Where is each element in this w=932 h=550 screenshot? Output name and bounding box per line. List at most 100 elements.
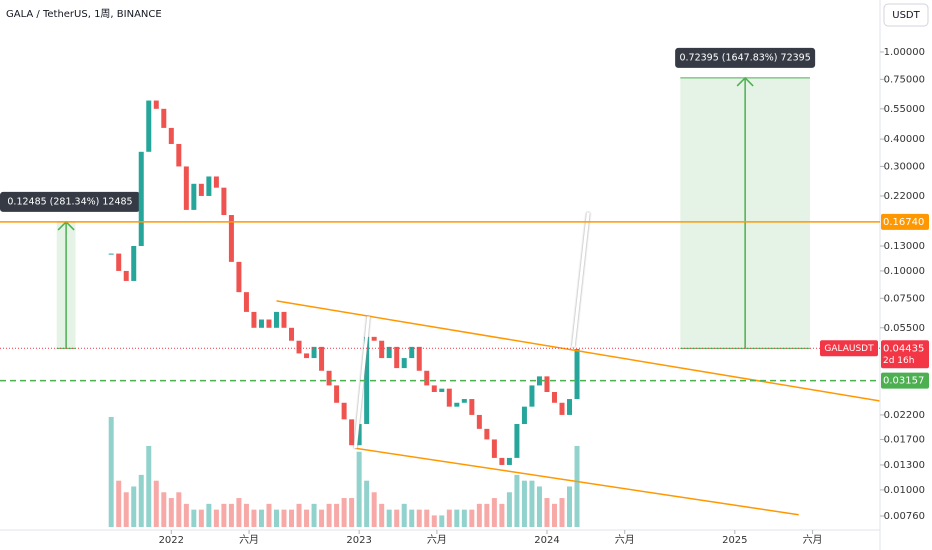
volume-bar — [131, 486, 137, 527]
volume-bar — [221, 503, 227, 527]
candle — [289, 327, 295, 341]
volume-bar — [273, 509, 279, 527]
candle — [213, 176, 219, 188]
volume-bar — [356, 451, 362, 527]
volume-bar — [206, 503, 212, 527]
currency-button[interactable] — [883, 3, 929, 27]
y-tick-label: 0.02200 — [884, 410, 925, 421]
candle — [544, 376, 550, 392]
candle — [551, 391, 557, 403]
x-tick-label: 2023 — [346, 535, 371, 546]
volume-bar — [319, 509, 325, 527]
candle — [469, 399, 475, 415]
candle — [198, 183, 204, 196]
price-tag: 0.03157 — [883, 376, 924, 387]
candle — [439, 388, 445, 392]
volume-bar — [521, 480, 527, 527]
volume-bar — [236, 498, 242, 527]
candle — [521, 406, 527, 424]
candle — [476, 414, 482, 429]
volume-bar — [251, 509, 257, 527]
volume-bar — [153, 480, 159, 527]
volume-bar — [461, 509, 467, 527]
candle — [574, 349, 580, 400]
volume-bar — [116, 480, 122, 527]
candle — [454, 402, 460, 407]
volume-bar — [281, 509, 287, 527]
volume-bar — [266, 503, 272, 527]
candle — [536, 376, 542, 386]
measure-label-box — [0, 191, 140, 212]
y-tick-label: 0.07500 — [884, 293, 925, 304]
candle — [409, 346, 415, 359]
y-tick-label: 1.00000 — [884, 47, 925, 58]
candle — [108, 253, 114, 255]
measure-arrowhead — [736, 76, 754, 87]
volume-bar — [416, 509, 422, 527]
x-tick-label: 六月 — [803, 534, 823, 546]
candle — [206, 176, 212, 196]
candle — [273, 311, 279, 328]
price-tag-box — [881, 213, 929, 230]
volume-bar — [574, 445, 580, 527]
candle — [304, 353, 310, 359]
price-tag: 0.16740 — [883, 217, 924, 228]
volume-bar — [506, 492, 512, 527]
measure-label: 0.12485 (281.34%) 12485 — [7, 196, 132, 207]
candle — [371, 336, 377, 341]
volume-bar — [469, 509, 475, 527]
candle — [116, 253, 122, 271]
candle — [266, 319, 272, 328]
y-tick-label: 0.40000 — [884, 134, 925, 145]
candle — [364, 336, 370, 424]
volume-bar — [296, 503, 302, 527]
volume-bar — [551, 503, 557, 527]
measure-label-box — [675, 47, 816, 68]
candle — [161, 108, 167, 128]
x-tick-label: 六月 — [615, 534, 635, 546]
candle — [446, 388, 452, 407]
candle — [191, 183, 197, 210]
y-tick-label: 0.01300 — [884, 460, 925, 471]
candle — [394, 346, 400, 369]
price-tag: 0.04435 — [883, 343, 924, 354]
candle — [529, 385, 535, 407]
candle — [258, 319, 264, 328]
candle — [311, 346, 317, 359]
candle — [326, 370, 332, 386]
candle — [499, 457, 505, 465]
x-tick-label: 2025 — [722, 535, 747, 546]
volume-bar — [138, 474, 144, 527]
volume-bar — [401, 503, 407, 527]
candle — [431, 385, 437, 392]
candle — [168, 127, 174, 144]
y-tick-label: 0.30000 — [884, 161, 925, 172]
trendline — [276, 300, 880, 402]
candle — [356, 423, 362, 446]
volume-bar — [394, 509, 400, 527]
volume-bar — [439, 515, 445, 527]
volume-bar — [168, 498, 174, 527]
y-tick-label: 0.55000 — [884, 104, 925, 115]
y-tick-label: 0.75000 — [884, 74, 925, 85]
volume-bar — [379, 503, 385, 527]
candle — [386, 346, 392, 359]
price-tag-box — [881, 372, 929, 389]
candle — [183, 166, 189, 210]
volume-bar — [364, 480, 370, 527]
candle — [243, 292, 249, 312]
candle — [334, 385, 340, 403]
currency-button-label[interactable]: USDT — [892, 10, 920, 21]
y-tick-label: 0.22000 — [884, 191, 925, 202]
y-tick-label: 0.01000 — [884, 485, 925, 496]
x-tick-label: 六月 — [239, 534, 259, 546]
candle — [146, 100, 152, 152]
volume-bar — [567, 486, 573, 527]
volume-bar — [146, 445, 152, 527]
volume-bar — [258, 509, 264, 527]
volume-bar — [536, 486, 542, 527]
trendline — [571, 212, 590, 348]
candle — [461, 399, 467, 403]
